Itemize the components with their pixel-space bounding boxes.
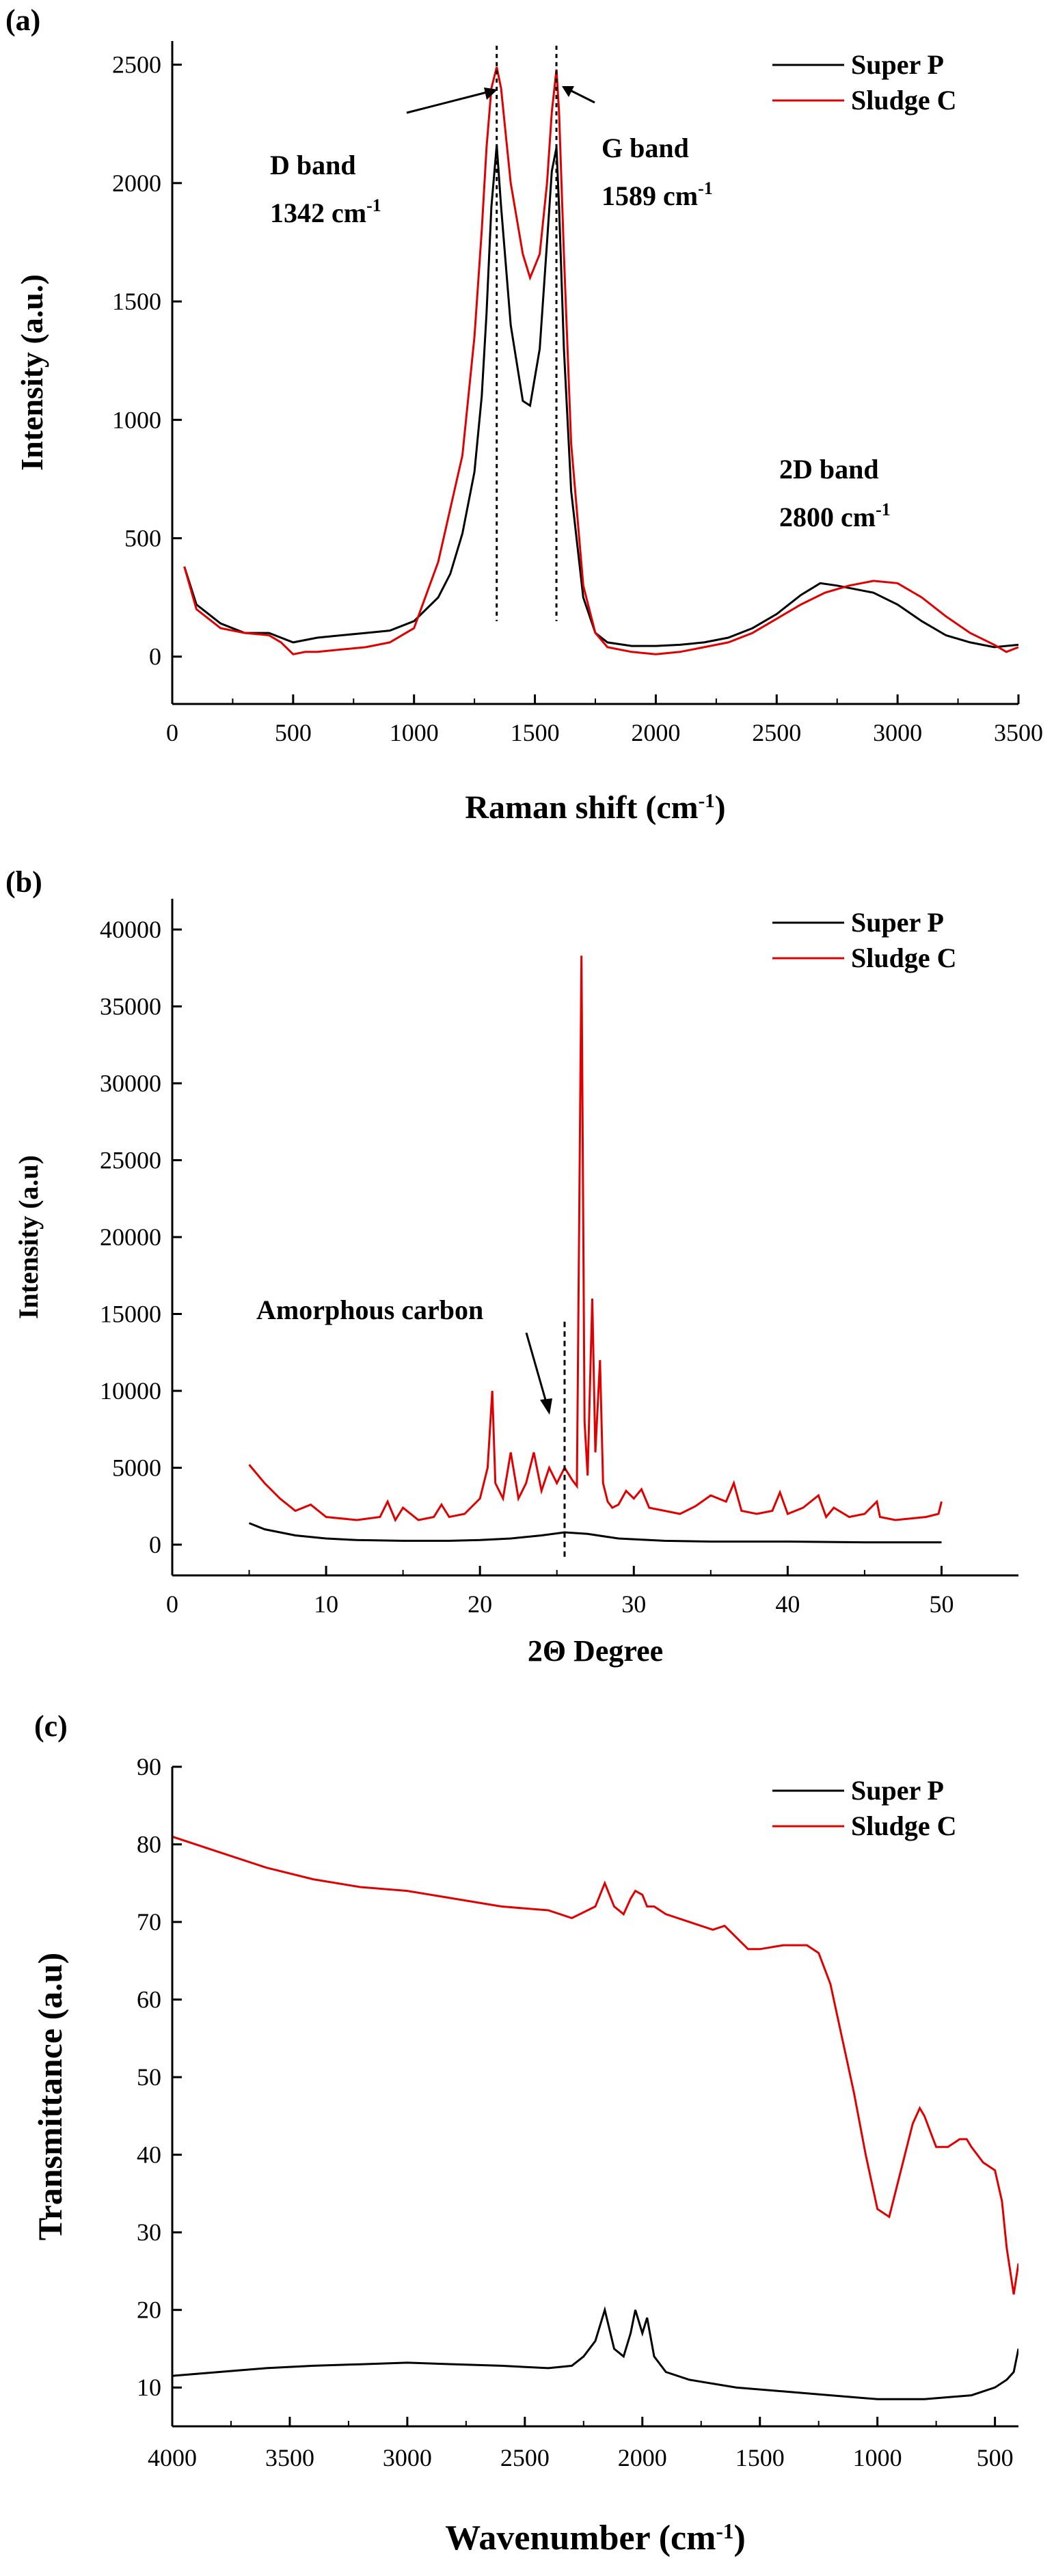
legend-label: Sludge C bbox=[851, 943, 957, 973]
x-tick-label: 3000 bbox=[383, 2444, 432, 2471]
y-tick-label: 0 bbox=[149, 643, 161, 670]
x-tick-label: 2000 bbox=[618, 2444, 667, 2471]
x-axis-unit-close: ) bbox=[733, 2519, 745, 2558]
x-tick-label: 0 bbox=[166, 1590, 178, 1618]
annotation-sup: -1 bbox=[876, 500, 891, 519]
y-tick-label: 40000 bbox=[100, 916, 161, 943]
series-line-sludge-c bbox=[183, 66, 1018, 655]
series-line-super-p bbox=[172, 2305, 1018, 2400]
series-line-super-p bbox=[183, 145, 1018, 649]
chart-panel-1: (a) 0 500 1000 1500 2000 2500 3000 3500 0 500 1000 1… bbox=[5, 3, 1043, 826]
arrow-amorphous bbox=[525, 1332, 548, 1405]
x-axis-label: 2Θ Degree bbox=[528, 1634, 663, 1668]
series-line-super-p bbox=[248, 1522, 942, 1544]
annotation-title: G band bbox=[602, 133, 689, 163]
x-axis-unit-sup: -1 bbox=[699, 790, 715, 812]
y-tick-label: 20 bbox=[137, 2296, 161, 2324]
x-tick-label: 50 bbox=[929, 1590, 954, 1618]
series-line-sludge-c bbox=[248, 955, 943, 1523]
x-axis-unit-sup: -1 bbox=[716, 2519, 733, 2543]
legend-label: Super P bbox=[851, 907, 944, 938]
x-tick-label: 20 bbox=[468, 1590, 492, 1618]
y-tick-label: 60 bbox=[137, 1986, 161, 2014]
arrowhead-d-band bbox=[484, 87, 498, 100]
panel-label: (a) bbox=[5, 3, 40, 37]
y-tick-label: 1500 bbox=[112, 288, 161, 315]
y-tick-label: 15000 bbox=[100, 1301, 161, 1328]
x-tick-label: 2500 bbox=[500, 2444, 550, 2471]
x-tick-label: 3500 bbox=[994, 719, 1043, 746]
y-tick-label: 10 bbox=[137, 2374, 161, 2401]
x-tick-label: 500 bbox=[977, 2444, 1014, 2471]
y-tick-label: 1000 bbox=[112, 406, 161, 433]
y-tick-label: 70 bbox=[137, 1908, 161, 1936]
annotation-amorphous: Amorphous carbon bbox=[256, 1294, 483, 1325]
x-axis-unit-close: ) bbox=[715, 789, 726, 826]
arrowhead-g-band bbox=[562, 86, 574, 97]
x-tick-label: 2500 bbox=[752, 719, 801, 746]
annotation-value: 1342 cm-1 bbox=[270, 195, 381, 228]
x-tick-label: 1500 bbox=[511, 719, 560, 746]
y-axis-label: Intensity (a.u) bbox=[13, 1155, 44, 1319]
chart-panel-2: (b) 0 10 20 30 40 50 0 5000 10000 15000 20000 25000 3… bbox=[5, 865, 1018, 1668]
x-tick-label: 3500 bbox=[265, 2444, 314, 2471]
x-tick-label: 10 bbox=[314, 1590, 338, 1618]
x-axis-label: Raman shift (cm-1) bbox=[465, 789, 725, 826]
x-tick-label: 1500 bbox=[735, 2444, 785, 2471]
x-tick-label: 3000 bbox=[873, 719, 922, 746]
x-tick-label: 1000 bbox=[853, 2444, 902, 2471]
x-axis-unit: (cm bbox=[650, 2519, 716, 2558]
x-tick-label: 500 bbox=[275, 719, 312, 746]
series-line-sludge-c bbox=[172, 1835, 1018, 2295]
legend-label: Super P bbox=[851, 49, 944, 80]
annotation-value: 1589 cm-1 bbox=[602, 178, 713, 211]
legend-label: Sludge C bbox=[851, 85, 957, 116]
arrow-g-band bbox=[567, 87, 595, 104]
chart-panel-3: (c) 4000 3500 3000 2500 2000 1500 1000 500 10 20 30… bbox=[31, 1709, 1018, 2558]
annotations-b: Amorphous carbon bbox=[256, 1294, 566, 1560]
y-tick-label: 5000 bbox=[112, 1454, 161, 1482]
y-tick-label: 10000 bbox=[100, 1377, 161, 1405]
y-axis-label: Transmittance (a.u) bbox=[31, 1953, 69, 2240]
arrowhead-amorphous bbox=[540, 1398, 552, 1415]
y-axis-label: Intensity (a.u.) bbox=[14, 274, 49, 471]
y-tick-label: 30000 bbox=[100, 1070, 161, 1097]
y-tick-label: 35000 bbox=[100, 993, 161, 1020]
y-tick-label: 2000 bbox=[112, 170, 161, 197]
x-axis-unit: (cm bbox=[637, 789, 698, 826]
y-tick-label: 40 bbox=[137, 2141, 161, 2169]
annotation-title: D band bbox=[270, 150, 356, 180]
legend-label: Super P bbox=[851, 1775, 944, 1806]
y-tick-label: 20000 bbox=[100, 1223, 161, 1251]
x-tick-label: 40 bbox=[775, 1590, 800, 1618]
x-tick-label: 1000 bbox=[390, 719, 439, 746]
annotation-title: 2D band bbox=[779, 454, 879, 485]
y-tick-label: 25000 bbox=[100, 1147, 161, 1174]
panel-label: (c) bbox=[34, 1709, 68, 1743]
annotation-sup: -1 bbox=[698, 178, 713, 198]
panel-label: (b) bbox=[5, 865, 42, 899]
y-tick-label: 2500 bbox=[112, 51, 161, 79]
y-tick-label: 50 bbox=[137, 2063, 161, 2091]
x-tick-label: 0 bbox=[166, 719, 178, 746]
annotation-sup: -1 bbox=[366, 195, 381, 215]
x-tick-label: 4000 bbox=[148, 2444, 197, 2471]
y-tick-label: 0 bbox=[149, 1531, 161, 1558]
x-tick-label: 30 bbox=[621, 1590, 646, 1618]
legend-label: Sludge C bbox=[851, 1811, 957, 1841]
annotation-value: 2800 cm-1 bbox=[779, 500, 891, 532]
annotations-a: D band 1342 cm-1 G band 1589 cm-1 2D band 280… bbox=[270, 45, 891, 621]
y-tick-label: 80 bbox=[137, 1831, 161, 1858]
y-tick-label: 500 bbox=[124, 525, 161, 552]
y-tick-label: 30 bbox=[137, 2219, 161, 2246]
arrow-d-band bbox=[406, 90, 493, 114]
x-tick-label: 2000 bbox=[631, 719, 680, 746]
x-axis-label: Wavenumber (cm-1) bbox=[445, 2519, 746, 2558]
y-tick-label: 90 bbox=[137, 1753, 161, 1780]
